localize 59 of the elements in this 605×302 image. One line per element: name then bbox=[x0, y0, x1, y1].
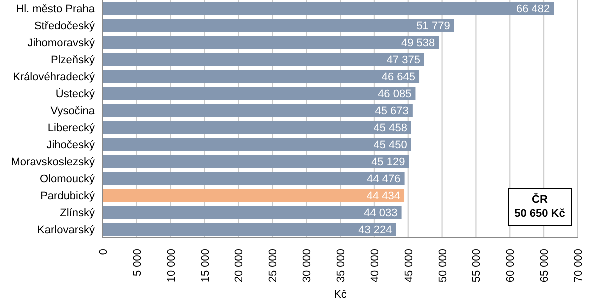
bar bbox=[103, 70, 420, 83]
data-label: 66 482 bbox=[516, 4, 550, 16]
y-tick-label: Středočeský bbox=[34, 20, 96, 32]
data-label: 46 085 bbox=[378, 88, 412, 100]
bar bbox=[103, 87, 416, 100]
x-tick-label: 20 000 bbox=[234, 249, 246, 283]
bar bbox=[103, 138, 412, 151]
x-tick-label: 45 000 bbox=[403, 249, 416, 283]
x-tick-label: 50 000 bbox=[437, 249, 450, 283]
x-tick-label: 0 bbox=[98, 249, 110, 256]
x-tick-label: 25 000 bbox=[268, 249, 280, 283]
data-label: 43 224 bbox=[358, 224, 392, 236]
x-axis-title: Kč bbox=[334, 289, 348, 301]
x-tick-label: 60 000 bbox=[505, 249, 518, 283]
data-label: 47 375 bbox=[386, 54, 420, 66]
data-label: 49 538 bbox=[401, 38, 436, 50]
x-tick-label: 35 000 bbox=[336, 249, 348, 283]
y-tick-label: Ústecký bbox=[56, 87, 96, 100]
y-tick-label: Jihočeský bbox=[46, 139, 96, 152]
data-label: 46 645 bbox=[382, 72, 416, 84]
annotation: ČR 50 650 Kč bbox=[514, 193, 566, 221]
bar bbox=[103, 121, 412, 134]
data-label: 45 129 bbox=[372, 156, 406, 168]
bar bbox=[103, 36, 440, 49]
y-tick-label: Olomoucký bbox=[40, 173, 96, 186]
y-tick-label: Pardubický bbox=[40, 190, 96, 202]
data-label: 45 450 bbox=[374, 140, 408, 152]
data-label: 45 673 bbox=[375, 106, 409, 118]
y-tick-label: Plzeňský bbox=[50, 54, 96, 66]
x-tick-label: 65 000 bbox=[539, 249, 552, 283]
data-label: 44 033 bbox=[364, 208, 398, 220]
bar bbox=[103, 104, 413, 117]
x-tick-label: 30 000 bbox=[302, 249, 314, 283]
y-tick-label: Jihomoravský bbox=[28, 37, 96, 50]
y-tick-label: Liberecký bbox=[48, 122, 96, 134]
x-tick-label: 10 000 bbox=[166, 249, 178, 283]
bar bbox=[103, 206, 402, 219]
x-tick-label: 5 000 bbox=[132, 249, 144, 277]
y-tick-label: Zlínský bbox=[60, 207, 96, 220]
y-tick-label: Karlovarský bbox=[38, 224, 96, 236]
y-tick-label: Královéhradecký bbox=[13, 71, 96, 84]
bar bbox=[103, 2, 554, 15]
bar bbox=[103, 223, 396, 236]
data-label: 51 779 bbox=[416, 20, 450, 32]
x-tick-label: 70 000 bbox=[573, 249, 585, 283]
y-tick-label: Moravskoslezský bbox=[11, 156, 96, 168]
data-label: 44 476 bbox=[367, 174, 401, 186]
x-tick-label: 55 000 bbox=[471, 249, 484, 283]
bar bbox=[103, 155, 410, 168]
data-label: 44 434 bbox=[366, 190, 401, 202]
bar bbox=[103, 53, 424, 66]
x-tick-label: 40 000 bbox=[369, 249, 382, 283]
bar bbox=[103, 19, 454, 32]
x-tick-label: 15 000 bbox=[200, 249, 212, 283]
bar bbox=[103, 189, 405, 202]
y-tick-label: Vysočina bbox=[50, 105, 96, 118]
y-tick-label: Hl. město Praha bbox=[16, 3, 96, 16]
bar bbox=[103, 172, 405, 185]
data-label: 45 458 bbox=[374, 122, 408, 134]
